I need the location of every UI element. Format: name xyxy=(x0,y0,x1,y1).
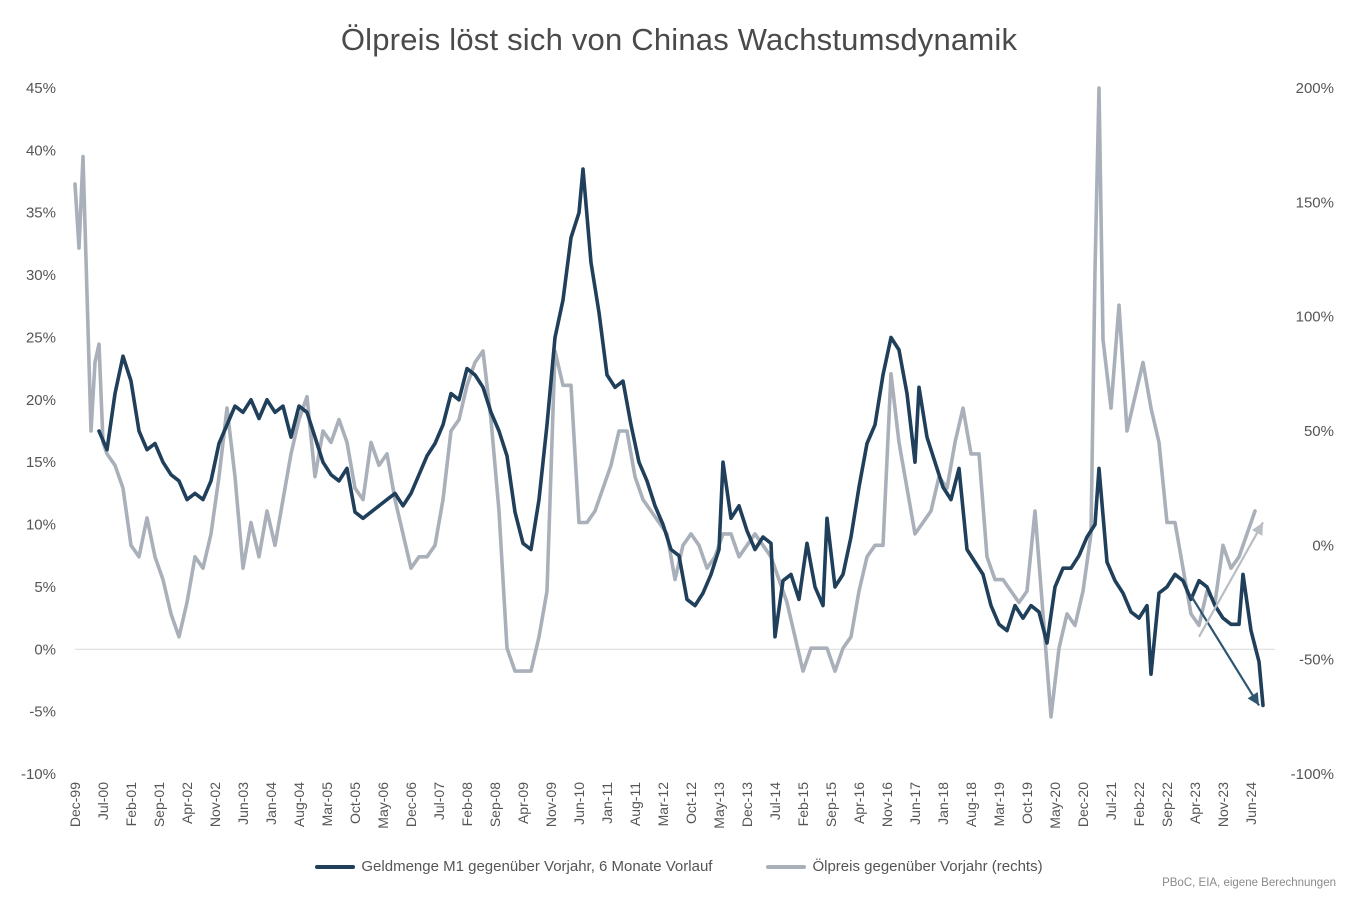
x-tick-label: Apr-23 xyxy=(1187,782,1203,824)
y-left-tick-label: 20% xyxy=(26,392,56,409)
legend-item-m1[interactable]: Geldmenge M1 gegenüber Vorjahr, 6 Monate… xyxy=(315,858,712,875)
x-tick-label: May-13 xyxy=(711,782,727,829)
x-tick-label: Feb-22 xyxy=(1131,782,1147,827)
x-tick-label: Nov-16 xyxy=(879,782,895,827)
x-tick-label: Dec-99 xyxy=(67,782,83,827)
x-tick-label: Nov-09 xyxy=(543,782,559,827)
legend: Geldmenge M1 gegenüber Vorjahr, 6 Monate… xyxy=(0,858,1358,875)
x-tick-label: Jan-11 xyxy=(599,782,615,824)
x-tick-label: Feb-08 xyxy=(459,782,475,827)
x-tick-label: Sep-01 xyxy=(151,782,167,827)
y-right-tick-label: 50% xyxy=(1304,423,1334,440)
x-axis-labels: Dec-99 Jul-00 Feb-01 Sep-01 Apr-02 Nov-02 Jun-… xyxy=(67,782,1259,829)
x-tick-label: Nov-23 xyxy=(1215,782,1231,827)
x-tick-label: Sep-08 xyxy=(487,782,503,827)
x-tick-label: Feb-01 xyxy=(123,782,139,827)
chart-title: Ölpreis löst sich von Chinas Wachstumsdy… xyxy=(340,22,1018,57)
x-tick-label: Mar-19 xyxy=(991,782,1007,827)
x-tick-label: May-20 xyxy=(1047,782,1063,829)
y-right-tick-label: 100% xyxy=(1296,309,1334,326)
left-axis-ticks: -10% -5% 0% 5% 10% 15% 20% 25% 30% 35% 40% 45% xyxy=(21,80,56,783)
x-tick-label: Dec-13 xyxy=(739,782,755,827)
y-right-tick-label: -50% xyxy=(1299,652,1334,669)
x-tick-label: Mar-05 xyxy=(319,782,335,827)
y-left-tick-label: 45% xyxy=(26,80,56,97)
y-right-tick-label: -100% xyxy=(1291,766,1334,783)
x-tick-label: Jul-21 xyxy=(1103,782,1119,820)
y-left-tick-label: 35% xyxy=(26,205,56,222)
trend-arrow-oil-head xyxy=(1251,522,1263,536)
y-left-tick-label: 0% xyxy=(34,641,56,658)
y-left-tick-label: 40% xyxy=(26,142,56,159)
legend-label-oil: Ölpreis gegenüber Vorjahr (rechts) xyxy=(812,858,1043,875)
trend-arrows xyxy=(1190,521,1264,706)
x-tick-label: Aug-11 xyxy=(627,782,643,826)
legend-swatch-oil xyxy=(766,864,807,869)
x-tick-label: Aug-18 xyxy=(963,782,979,827)
x-tick-label: Jan-04 xyxy=(263,782,279,825)
x-tick-label: Apr-02 xyxy=(179,782,195,824)
series-line-oil xyxy=(73,86,1257,719)
x-tick-label: Dec-06 xyxy=(403,782,419,827)
y-left-tick-label: 30% xyxy=(26,267,56,284)
series-layer xyxy=(73,86,1265,719)
y-left-tick-label: 10% xyxy=(26,517,56,534)
x-tick-label: Jul-00 xyxy=(95,782,111,820)
x-tick-label: Jun-03 xyxy=(235,782,251,825)
x-tick-label: Jan-18 xyxy=(935,782,951,825)
x-tick-label: Jul-14 xyxy=(767,782,783,820)
y-left-tick-label: 25% xyxy=(26,329,56,346)
y-left-tick-label: 5% xyxy=(34,579,56,596)
y-left-tick-label: -10% xyxy=(21,766,56,783)
x-tick-label: Oct-05 xyxy=(347,782,363,824)
y-left-tick-label: -5% xyxy=(29,704,56,721)
x-tick-label: Sep-22 xyxy=(1159,782,1175,827)
y-right-tick-label: 150% xyxy=(1296,194,1334,211)
legend-item-oil[interactable]: Ölpreis gegenüber Vorjahr (rechts) xyxy=(766,858,1043,875)
x-tick-label: Jun-24 xyxy=(1243,782,1259,825)
x-tick-label: Sep-15 xyxy=(823,782,839,827)
legend-label-m1: Geldmenge M1 gegenüber Vorjahr, 6 Monate… xyxy=(361,858,713,875)
x-tick-label: Mar-12 xyxy=(655,782,671,827)
x-tick-label: Nov-02 xyxy=(207,782,223,827)
x-tick-label: Aug-04 xyxy=(291,782,307,827)
legend-swatch-m1 xyxy=(315,864,356,869)
x-tick-label: May-06 xyxy=(375,782,391,829)
x-tick-label: Jun-17 xyxy=(907,782,923,825)
x-tick-label: Oct-19 xyxy=(1019,782,1035,824)
y-right-tick-label: 200% xyxy=(1296,80,1334,97)
x-tick-label: Oct-12 xyxy=(683,782,699,824)
x-tick-label: Jun-10 xyxy=(571,782,587,825)
y-right-tick-label: 0% xyxy=(1312,537,1334,554)
x-tick-label: Jul-07 xyxy=(431,782,447,820)
x-tick-label: Dec-20 xyxy=(1075,782,1091,827)
right-axis-ticks: -100% -50% 0% 50% 100% 150% 200% xyxy=(1291,80,1334,783)
source-note: PBoC, EIA, eigene Berechnungen xyxy=(1162,877,1336,889)
y-left-tick-label: 15% xyxy=(26,454,56,471)
x-tick-label: Apr-16 xyxy=(851,782,867,824)
x-tick-label: Apr-09 xyxy=(515,782,531,824)
trend-arrow-oil xyxy=(1198,521,1264,638)
x-tick-label: Feb-15 xyxy=(795,782,811,827)
trend-arrow-m1-head xyxy=(1247,692,1259,706)
trend-arrow-m1 xyxy=(1190,595,1260,706)
series-line-m1 xyxy=(97,167,1265,708)
